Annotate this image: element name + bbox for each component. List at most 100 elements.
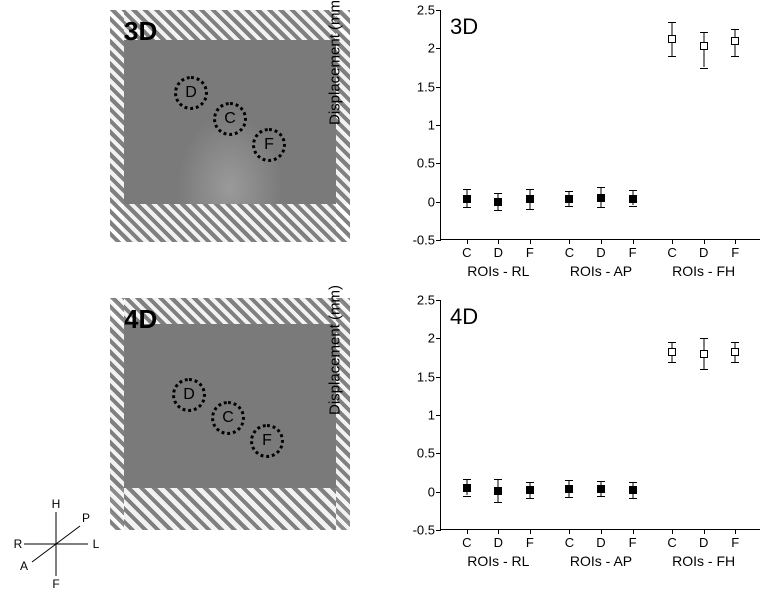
chart-3d-title: 3D bbox=[450, 14, 478, 40]
ytick bbox=[436, 530, 441, 531]
ytick-label: 0 bbox=[428, 194, 435, 209]
xgroup-label: ROIs - FH bbox=[672, 553, 735, 569]
xtick bbox=[633, 239, 634, 244]
error-cap bbox=[494, 210, 502, 211]
error-cap bbox=[565, 191, 573, 192]
data-point bbox=[597, 485, 605, 493]
xtick-label: C bbox=[565, 535, 574, 550]
data-point bbox=[526, 486, 534, 494]
data-point bbox=[565, 195, 573, 203]
error-cap bbox=[597, 496, 605, 497]
error-cap bbox=[629, 498, 637, 499]
compass-f: F bbox=[52, 577, 59, 590]
error-cap bbox=[731, 362, 739, 363]
data-point bbox=[597, 194, 605, 202]
error-cap bbox=[629, 206, 637, 207]
ytick-label: 0 bbox=[428, 484, 435, 499]
figure-root: { "panels": { "top": { "img_label": "3D"… bbox=[0, 0, 781, 616]
xgroup-label: ROIs - RL bbox=[467, 553, 529, 569]
xtick bbox=[467, 529, 468, 534]
error-cap bbox=[463, 207, 471, 208]
ytick-label: 1 bbox=[428, 118, 435, 133]
xtick bbox=[498, 529, 499, 534]
xtick bbox=[672, 529, 673, 534]
error-cap bbox=[463, 496, 471, 497]
xtick-label: D bbox=[699, 535, 708, 550]
chart-3d-ylabel: Displacement (mm) bbox=[326, 0, 343, 125]
compass-r: R bbox=[14, 537, 23, 551]
image-label-3d: 3D bbox=[124, 16, 157, 47]
ytick bbox=[436, 125, 441, 126]
ytick-label: 1.5 bbox=[417, 79, 435, 94]
xgroup-label: ROIs - AP bbox=[570, 553, 632, 569]
ytick-label: 1.5 bbox=[417, 369, 435, 384]
xtick bbox=[569, 529, 570, 534]
error-cap bbox=[526, 209, 534, 210]
compass-a: A bbox=[20, 559, 28, 573]
error-cap bbox=[565, 497, 573, 498]
error-cap bbox=[629, 482, 637, 483]
data-point bbox=[565, 485, 573, 493]
data-point bbox=[463, 484, 471, 492]
error-cap bbox=[668, 362, 676, 363]
roi-d-3d: D bbox=[174, 76, 208, 110]
xtick bbox=[601, 529, 602, 534]
xtick bbox=[735, 239, 736, 244]
ytick-label: -0.5 bbox=[413, 233, 435, 248]
data-point bbox=[731, 348, 739, 356]
image-panel-4d: 4D D C F bbox=[110, 298, 350, 530]
error-cap bbox=[463, 479, 471, 480]
error-cap bbox=[494, 502, 502, 503]
xtick bbox=[672, 239, 673, 244]
ytick bbox=[436, 300, 441, 301]
error-cap bbox=[494, 479, 502, 480]
xtick-label: F bbox=[526, 245, 534, 260]
xtick bbox=[704, 529, 705, 534]
error-cap bbox=[597, 207, 605, 208]
xtick bbox=[530, 239, 531, 244]
xgroup-label: ROIs - FH bbox=[672, 263, 735, 279]
image-label-4d: 4D bbox=[124, 304, 157, 335]
xtick-label: D bbox=[494, 535, 503, 550]
error-cap bbox=[668, 56, 676, 57]
ytick-label: 2.5 bbox=[417, 293, 435, 308]
error-cap bbox=[700, 369, 708, 370]
xtick-label: C bbox=[565, 245, 574, 260]
error-cap bbox=[526, 482, 534, 483]
chart-4d: -0.500.511.522.5CDFCDFCDFROIs - RLROIs -… bbox=[390, 290, 770, 580]
roi-c-3d: C bbox=[213, 102, 247, 136]
image-panel-3d: 3D D C F bbox=[110, 10, 350, 242]
data-point bbox=[629, 195, 637, 203]
xtick-label: C bbox=[667, 535, 676, 550]
ytick bbox=[436, 415, 441, 416]
xtick-label: D bbox=[596, 245, 605, 260]
data-point bbox=[629, 486, 637, 494]
roi-f-4d: F bbox=[250, 424, 284, 458]
error-cap bbox=[668, 22, 676, 23]
ytick-label: 1 bbox=[428, 408, 435, 423]
ytick bbox=[436, 240, 441, 241]
ytick bbox=[436, 377, 441, 378]
error-cap bbox=[731, 29, 739, 30]
data-point bbox=[700, 350, 708, 358]
ytick-label: -0.5 bbox=[413, 523, 435, 538]
error-cap bbox=[700, 68, 708, 69]
data-point bbox=[494, 487, 502, 495]
ytick bbox=[436, 492, 441, 493]
ytick bbox=[436, 48, 441, 49]
error-cap bbox=[731, 56, 739, 57]
error-cap bbox=[700, 338, 708, 339]
ytick bbox=[436, 202, 441, 203]
xtick-label: F bbox=[731, 535, 739, 550]
data-point bbox=[526, 195, 534, 203]
xtick bbox=[633, 529, 634, 534]
error-cap bbox=[700, 32, 708, 33]
ytick-label: 2 bbox=[428, 331, 435, 346]
roi-f-3d: F bbox=[252, 128, 286, 162]
roi-c-4d: C bbox=[211, 401, 245, 435]
xtick-label: C bbox=[667, 245, 676, 260]
xgroup-label: ROIs - AP bbox=[570, 263, 632, 279]
xtick-label: C bbox=[462, 535, 471, 550]
xtick bbox=[569, 239, 570, 244]
error-cap bbox=[526, 498, 534, 499]
